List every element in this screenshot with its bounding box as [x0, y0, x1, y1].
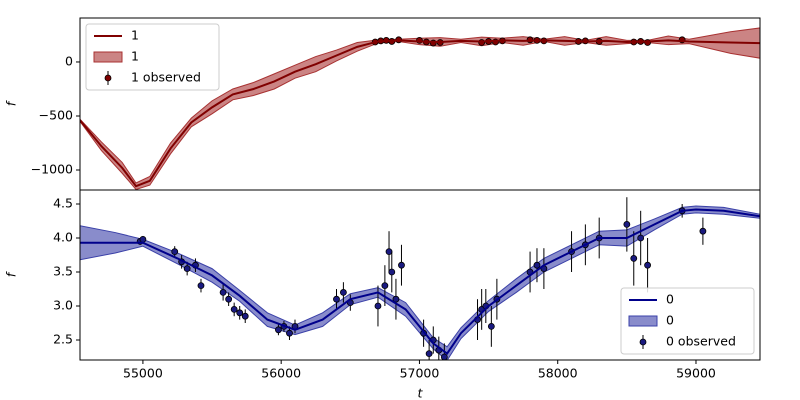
- legend-patch: [93, 51, 123, 63]
- observed-point: [183, 265, 191, 273]
- observed-point: [339, 289, 347, 296]
- x-tick-label: 56000: [261, 366, 301, 381]
- x-tick-label: 55000: [123, 366, 163, 381]
- x-tick-label: 58000: [538, 366, 578, 381]
- legend: 0 0 0 observed: [620, 287, 755, 355]
- legend-patch: [628, 315, 658, 327]
- legend-box: [85, 23, 220, 91]
- plot-area: [80, 197, 760, 360]
- legend-box: [620, 287, 755, 355]
- y-tick-label: −500: [39, 107, 73, 122]
- confidence-band: [80, 205, 760, 360]
- observed-point: [487, 323, 495, 330]
- y-tick-label: −1000: [31, 162, 73, 177]
- legend-label: 0 observed: [666, 334, 736, 349]
- panel: 2.5 3.0 3.5 4.0 4.5 55000 56000 57000 58000 59000…: [4, 189, 761, 400]
- observed-point: [644, 261, 651, 269]
- x-axis-label: t: [418, 386, 424, 400]
- legend-label: 0: [666, 292, 674, 307]
- series-line: [80, 39, 760, 188]
- x-tick-label: 59000: [676, 366, 716, 381]
- y-tick-label: 3.0: [53, 298, 73, 313]
- observed-point: [623, 221, 631, 228]
- observed-point: [374, 302, 382, 310]
- legend: 1 1 1 observed: [85, 23, 220, 91]
- observed-point: [333, 295, 340, 303]
- legend-label: 1: [131, 28, 139, 43]
- observed-point: [440, 353, 448, 360]
- observed-point: [385, 248, 393, 256]
- observed-point: [699, 227, 707, 235]
- legend-label: 0: [666, 313, 674, 328]
- legend-marker: [639, 338, 647, 346]
- axes-frame: [79, 189, 761, 361]
- observed-point: [236, 309, 244, 317]
- y-tick-label: 3.5: [53, 264, 73, 279]
- y-tick-label: 4.0: [53, 230, 73, 245]
- plot-area: [80, 27, 760, 190]
- series-line: [80, 208, 760, 356]
- observed-point: [197, 282, 205, 290]
- observed-point: [392, 295, 400, 303]
- panel: −1000 −500 0 f 1 1 1 observed: [4, 17, 761, 191]
- legend-marker: [104, 74, 112, 82]
- y-axis-label: f: [4, 271, 19, 277]
- legend-label: 1: [131, 49, 139, 64]
- x-tick-label: 57000: [400, 366, 440, 381]
- observed-point: [230, 306, 238, 313]
- observed-point: [630, 255, 638, 262]
- confidence-band: [80, 27, 760, 190]
- y-tick-label: 2.5: [53, 332, 73, 347]
- observed-point: [425, 350, 433, 358]
- observed-point: [275, 326, 282, 334]
- observed-point: [225, 295, 233, 303]
- y-axis-label: f: [4, 100, 19, 106]
- observed-point: [388, 268, 396, 276]
- observed-point: [139, 235, 147, 243]
- observed-point: [241, 312, 249, 320]
- observed-point: [286, 329, 293, 337]
- observed-point: [533, 261, 541, 269]
- observed-point: [398, 261, 405, 269]
- observed-point: [171, 248, 179, 256]
- y-tick-label: 0: [65, 53, 73, 68]
- y-tick-label: 4.5: [53, 196, 73, 211]
- observed-point: [381, 282, 389, 290]
- legend-label: 1 observed: [131, 70, 201, 85]
- observed-point: [637, 234, 645, 242]
- observed-point: [219, 289, 227, 296]
